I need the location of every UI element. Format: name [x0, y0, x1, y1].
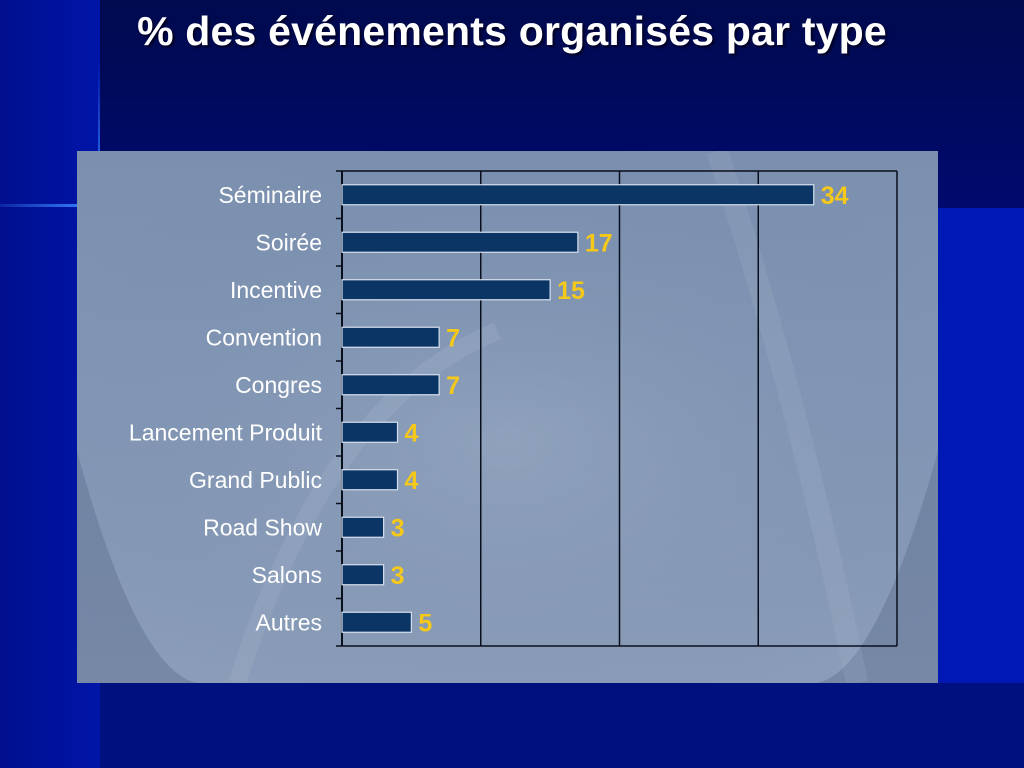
background-bottom-band	[100, 683, 1024, 768]
background-right-band	[938, 208, 1024, 768]
bar	[341, 184, 815, 206]
category-label: Congres	[235, 372, 322, 398]
category-label: Grand Public	[189, 467, 322, 493]
bar	[341, 611, 412, 633]
bar	[341, 421, 399, 443]
category-label: Road Show	[203, 514, 322, 540]
category-label: Incentive	[230, 277, 322, 303]
category-label: Séminaire	[218, 182, 322, 208]
value-label: 34	[821, 182, 849, 210]
value-label: 3	[391, 514, 405, 542]
category-label: Soirée	[256, 229, 322, 255]
value-label: 3	[391, 562, 405, 590]
bars	[341, 184, 815, 633]
value-label: 4	[405, 467, 419, 495]
bar	[341, 469, 399, 491]
category-labels: Séminaire Soirée Incentive Convention Congre…	[129, 182, 323, 636]
bar	[341, 516, 385, 538]
bar	[341, 564, 385, 586]
value-label: 7	[446, 372, 460, 400]
slide-title: % des événements organisés par type	[137, 8, 887, 54]
decorative-horizontal-line	[0, 204, 100, 207]
value-label: 5	[418, 609, 432, 637]
chart-panel: Séminaire Soirée Incentive Convention Congre…	[77, 151, 938, 683]
category-label: Salons	[252, 562, 322, 588]
bar	[341, 326, 440, 348]
category-label: Convention	[206, 324, 322, 350]
bar	[341, 374, 440, 396]
value-label: 7	[446, 324, 460, 352]
category-label: Lancement Produit	[129, 419, 323, 445]
panel-decoration	[77, 151, 938, 683]
bar-chart: Séminaire Soirée Incentive Convention Congre…	[77, 151, 938, 683]
bar	[341, 279, 551, 301]
value-label: 17	[585, 229, 613, 257]
bar	[341, 231, 579, 253]
value-label: 15	[557, 277, 585, 305]
value-label: 4	[405, 419, 419, 447]
category-label: Autres	[256, 609, 322, 635]
decorative-vertical-line	[98, 60, 100, 210]
